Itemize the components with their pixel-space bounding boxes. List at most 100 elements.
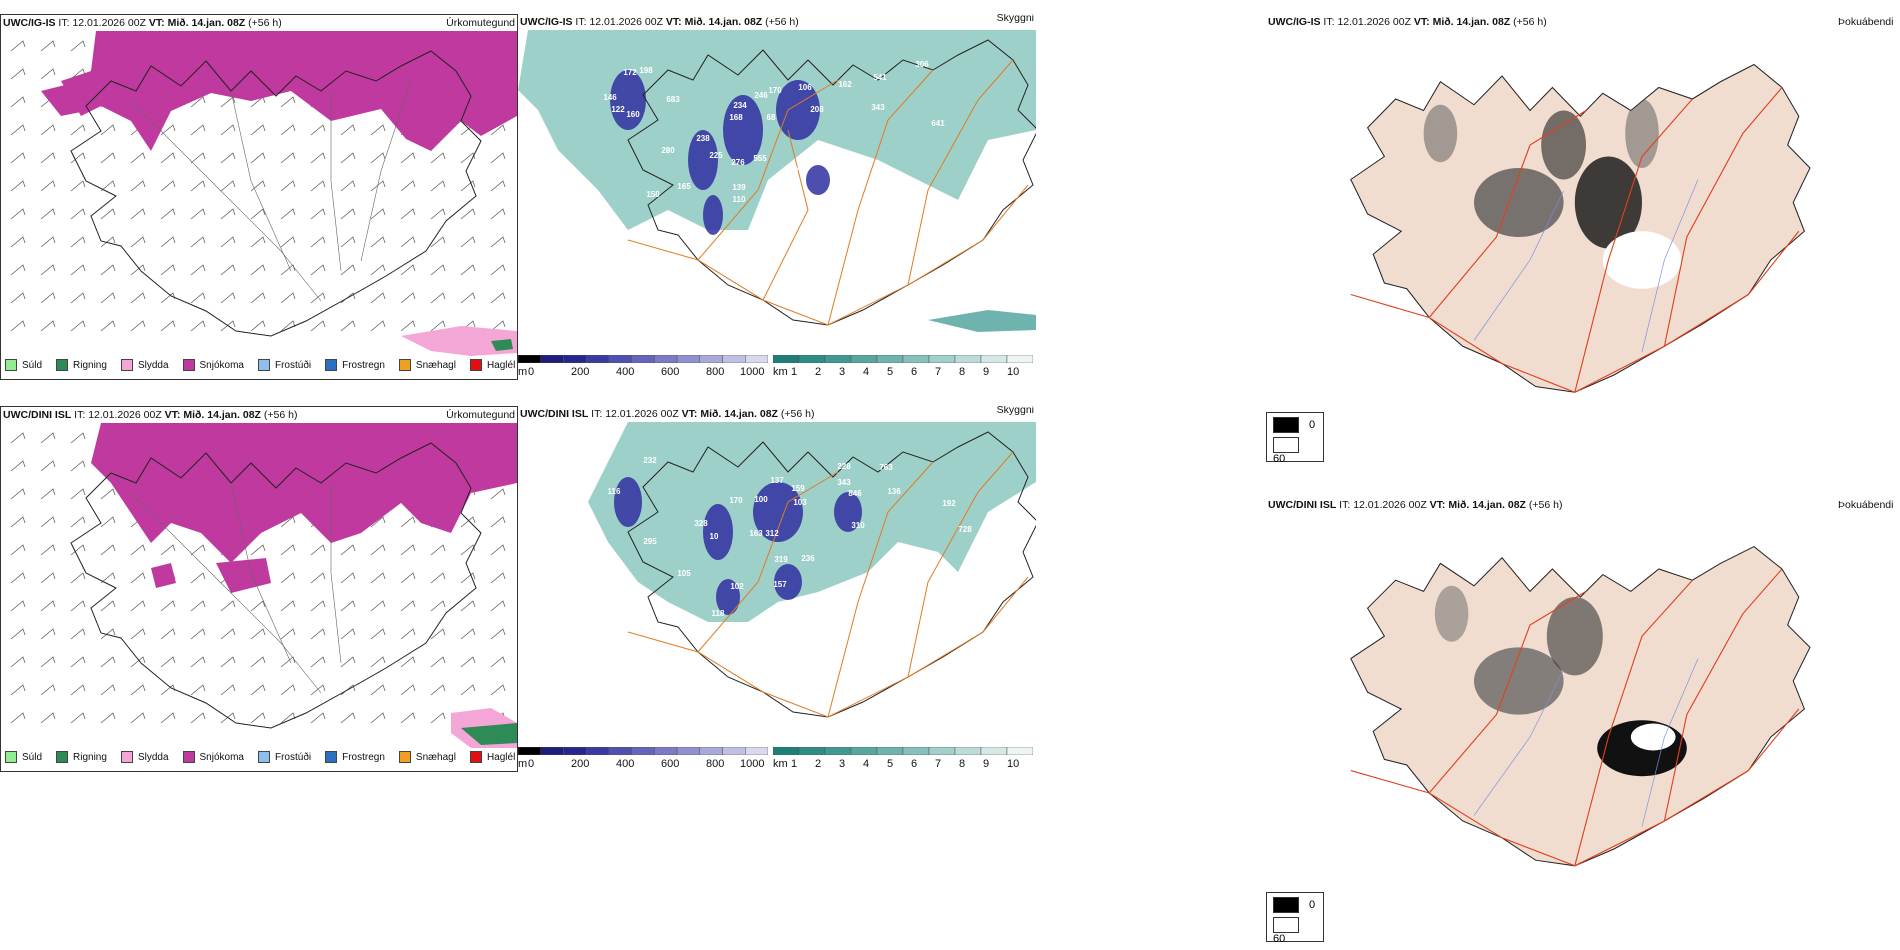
colorbar-segment bbox=[608, 746, 632, 756]
wind-barb bbox=[400, 264, 416, 276]
wind-barb bbox=[70, 124, 86, 136]
wind-barb bbox=[190, 544, 206, 556]
fog-panel-igis: UWC/IG-IS IT: 12.01.2026 00Z VT: Mið. 14… bbox=[1266, 14, 1900, 414]
wind-barb bbox=[490, 656, 506, 668]
wind-barb bbox=[280, 292, 296, 304]
wind-barb bbox=[490, 516, 506, 528]
legend-item: Snæhagl bbox=[398, 751, 456, 763]
colorbar-segment bbox=[518, 354, 541, 364]
wind-barb bbox=[220, 236, 236, 248]
panel-title: Skyggni bbox=[996, 14, 1034, 24]
wind-barb bbox=[130, 656, 146, 668]
wind-barb bbox=[10, 68, 26, 80]
wind-barb bbox=[460, 656, 476, 668]
wind-barb bbox=[430, 544, 446, 556]
panel-title: Skyggni bbox=[996, 406, 1034, 416]
wind-barb bbox=[190, 600, 206, 612]
colorbar-segment bbox=[850, 354, 878, 364]
wind-barb bbox=[280, 600, 296, 612]
legend-swatch bbox=[398, 751, 411, 763]
wind-barb bbox=[310, 124, 326, 136]
cloud-label: 170 bbox=[768, 86, 782, 95]
wind-barb bbox=[100, 488, 116, 500]
wind-barb bbox=[220, 124, 236, 136]
colorbar-segment bbox=[928, 354, 956, 364]
cloud-base-colorbar: m 0 200 400 600 800 1000 bbox=[518, 354, 769, 378]
wind-barb bbox=[460, 264, 476, 276]
wind-barb bbox=[490, 684, 506, 696]
wind-barb bbox=[190, 264, 206, 276]
wind-barb bbox=[400, 572, 416, 584]
wind-barb bbox=[310, 600, 326, 612]
cloud-label: 170 bbox=[729, 496, 743, 505]
cloud-base-ticks: m 0 200 400 600 800 1000 bbox=[518, 366, 765, 378]
wind-barb bbox=[10, 572, 26, 584]
wind-barb bbox=[250, 124, 266, 136]
wind-barb bbox=[10, 320, 26, 332]
wind-barb bbox=[430, 572, 446, 584]
wind-barb bbox=[400, 236, 416, 248]
wind-barb bbox=[160, 628, 176, 640]
wind-barb bbox=[310, 544, 326, 556]
wind-barb bbox=[40, 320, 56, 332]
wind-barb bbox=[100, 152, 116, 164]
fog-swatch bbox=[1273, 897, 1299, 913]
colorbar-segment bbox=[902, 354, 930, 364]
cloud-label: 234 bbox=[733, 101, 747, 110]
wind-barb bbox=[100, 516, 116, 528]
legend-item: Frostúði bbox=[257, 751, 311, 763]
wind-barb bbox=[310, 656, 326, 668]
wind-barb bbox=[400, 600, 416, 612]
wind-barb bbox=[220, 600, 236, 612]
wind-barb bbox=[10, 96, 26, 108]
wind-barb bbox=[460, 180, 476, 192]
cloud-label: 541 bbox=[873, 73, 887, 82]
cloud-label: 310 bbox=[851, 521, 865, 530]
wind-barb bbox=[160, 656, 176, 668]
wind-barb bbox=[10, 264, 26, 276]
wind-barb bbox=[490, 180, 506, 192]
wind-barb bbox=[310, 180, 326, 192]
wind-barb bbox=[100, 180, 116, 192]
wind-barb bbox=[10, 460, 26, 472]
wind-barb bbox=[70, 488, 86, 500]
wind-barb bbox=[100, 208, 116, 220]
wind-barb bbox=[130, 208, 146, 220]
legend-item: Snæhagl bbox=[398, 359, 456, 371]
wind-barb bbox=[130, 572, 146, 584]
visibility-bar bbox=[772, 354, 1034, 364]
colorbar-segment bbox=[585, 354, 610, 364]
cloud-label: 103 bbox=[793, 498, 807, 507]
wind-barb bbox=[370, 572, 386, 584]
legend-item: Frostregn bbox=[325, 359, 385, 371]
wind-barb bbox=[340, 208, 356, 220]
legend-swatch bbox=[182, 751, 195, 763]
wind-barb bbox=[40, 516, 56, 528]
wind-barb bbox=[70, 432, 86, 444]
wind-barb bbox=[340, 712, 356, 724]
colorbar-segment bbox=[824, 354, 852, 364]
wind-barb bbox=[370, 320, 386, 332]
cloud-label: 246 bbox=[754, 91, 768, 100]
legend-swatch bbox=[469, 359, 482, 371]
wind-barb bbox=[100, 124, 116, 136]
wind-barb bbox=[280, 712, 296, 724]
wind-barb bbox=[40, 264, 56, 276]
precip-panel-igis: UWC/IG-IS IT: 12.01.2026 00Z VT: Mið. 14… bbox=[0, 14, 518, 380]
colorbar-segment bbox=[980, 746, 1008, 756]
cloud-label: 105 bbox=[677, 569, 691, 578]
wind-barb bbox=[100, 320, 116, 332]
wind-barb bbox=[490, 488, 506, 500]
cloud-label: 68 bbox=[767, 113, 776, 122]
colorbar-segment bbox=[631, 354, 655, 364]
wind-barb bbox=[310, 572, 326, 584]
wind-barb bbox=[190, 124, 206, 136]
wind-barb bbox=[280, 96, 296, 108]
wind-barb bbox=[370, 264, 386, 276]
wind-barb bbox=[10, 124, 26, 136]
cloud-label: 328 bbox=[694, 519, 708, 528]
cloud-base-colorbar: m 0 200 400 600 800 1000 bbox=[518, 746, 769, 770]
panel-header: UWC/IG-IS IT: 12.01.2026 00Z VT: Mið. 14… bbox=[520, 16, 799, 28]
wind-barb bbox=[280, 572, 296, 584]
cloud-label: 641 bbox=[931, 119, 945, 128]
